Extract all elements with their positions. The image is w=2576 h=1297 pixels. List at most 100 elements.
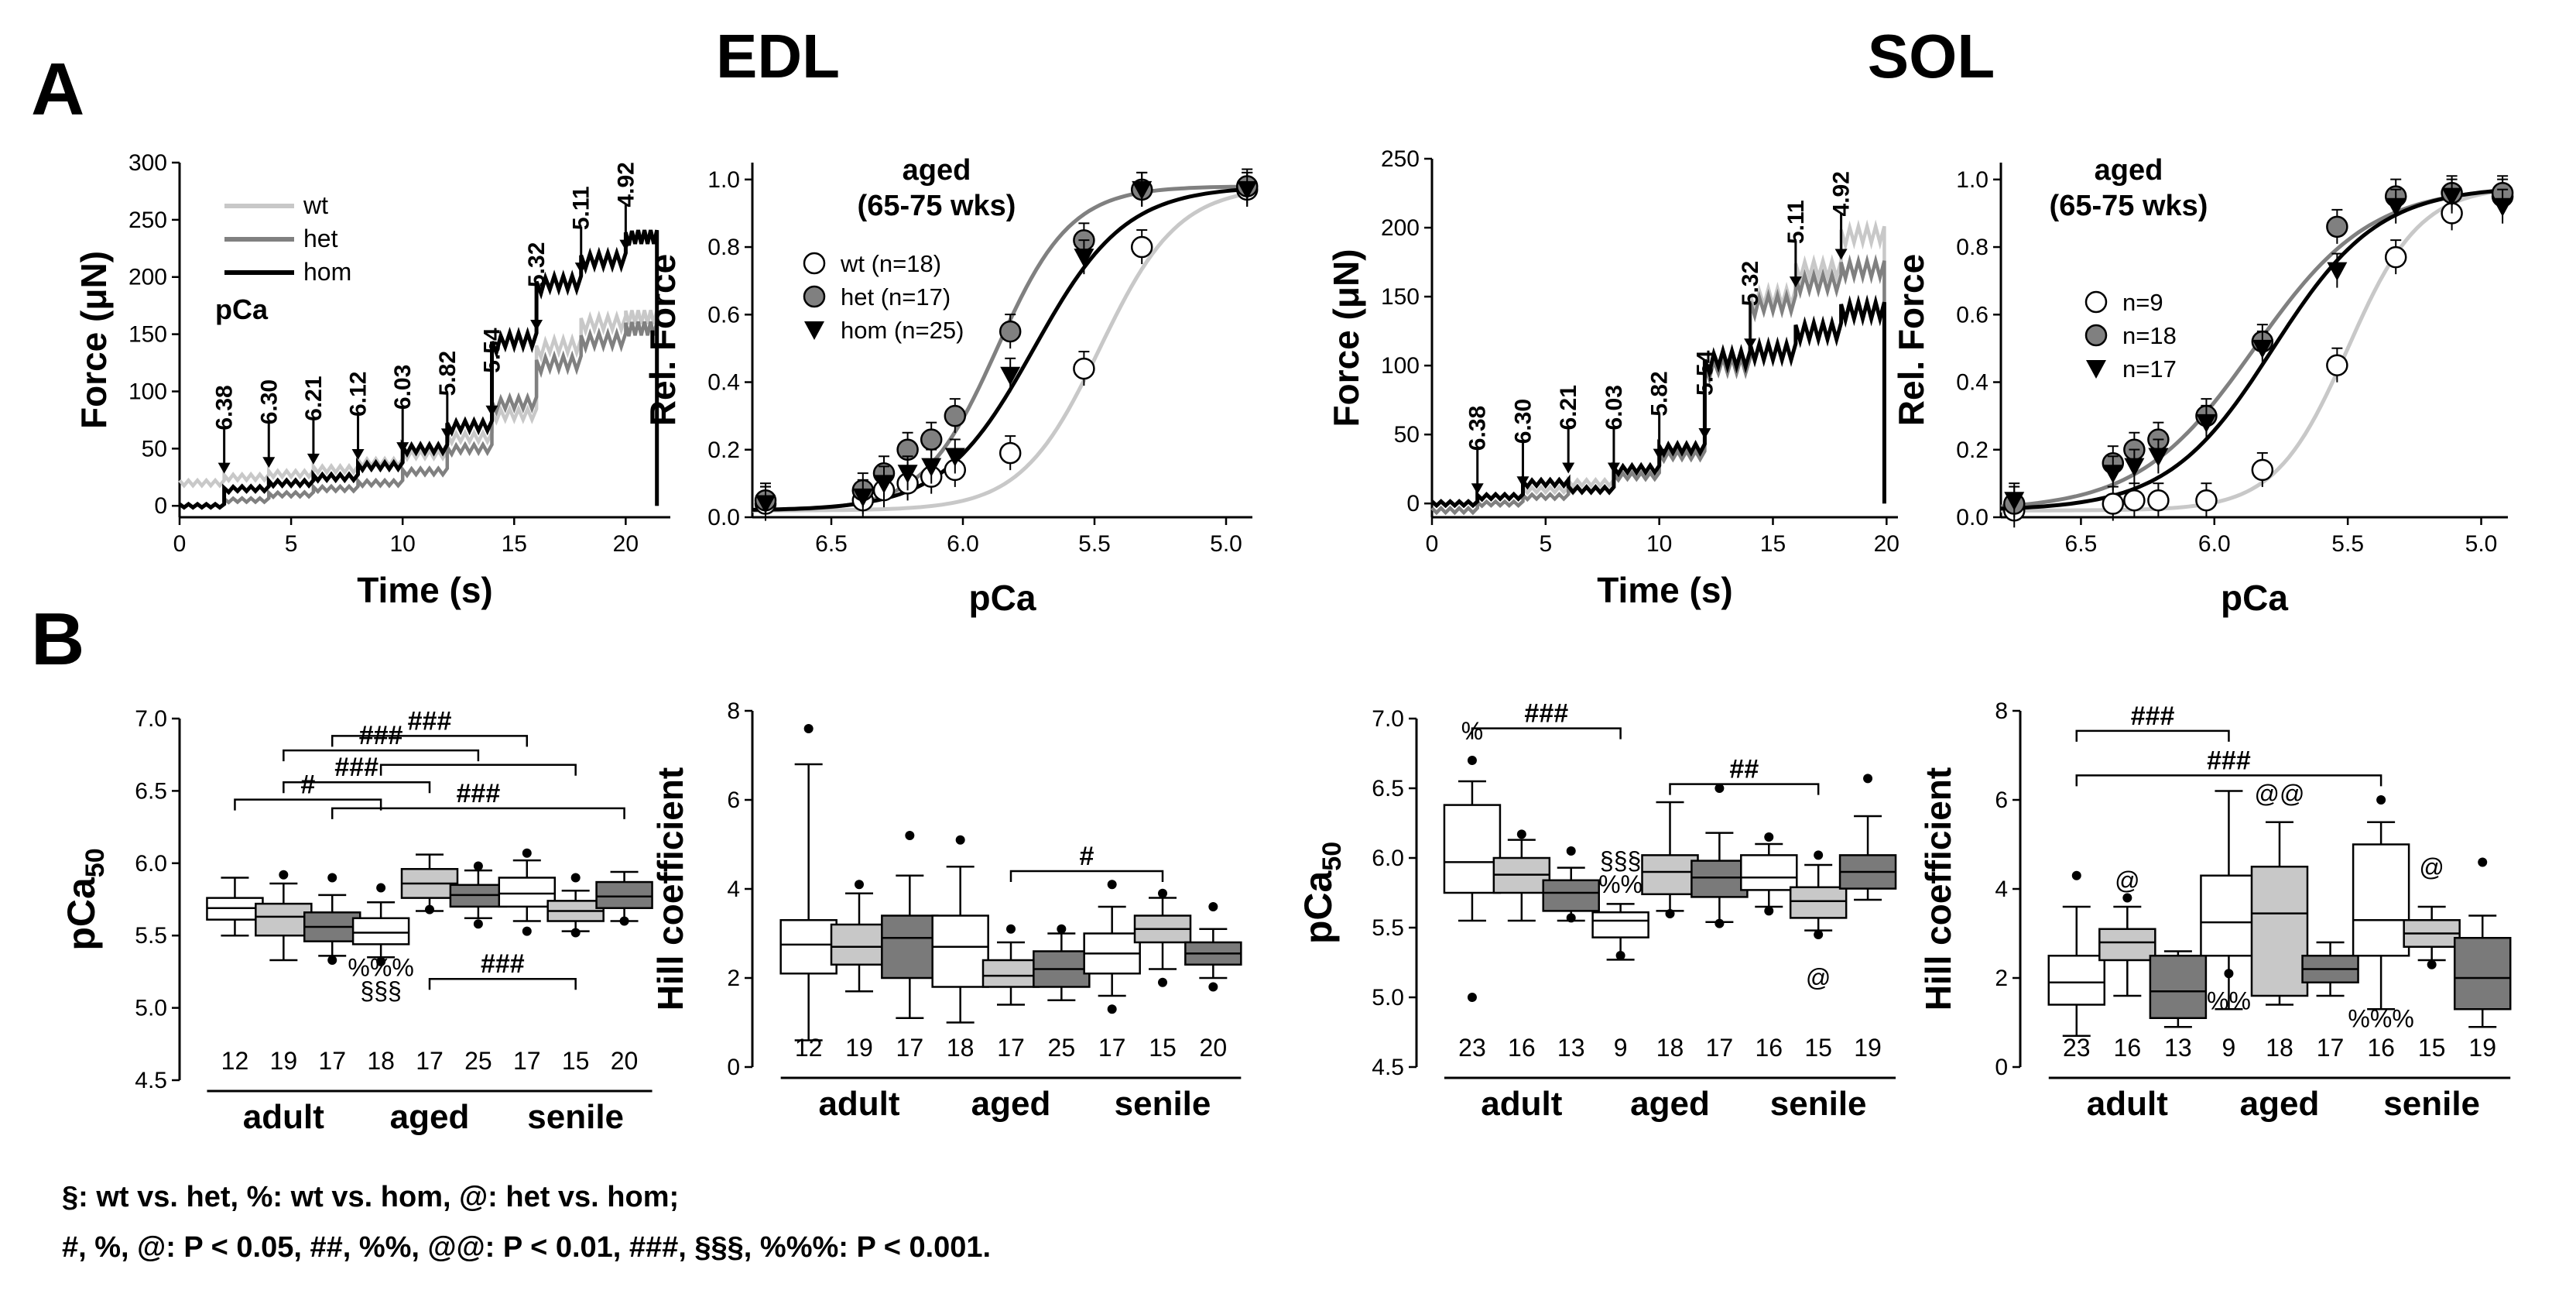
data-point (897, 465, 918, 484)
outlier-point (570, 873, 581, 883)
data-point (2123, 489, 2146, 512)
n-label: 9 (1614, 1034, 1628, 1062)
bracket-line (2075, 729, 2230, 742)
legend: wt het hom (224, 191, 351, 286)
data-point (852, 488, 873, 507)
box-wt (779, 724, 838, 1041)
data-point (2327, 262, 2348, 281)
outlier-point (376, 883, 386, 893)
fit-curve (752, 187, 1253, 512)
n-label: 16 (2114, 1034, 2142, 1062)
outlier-point (1764, 832, 1774, 842)
chart-sol_trace: 0 50 100 150 200 250 0 5 10 15 20 Time (s) Force (μN… (1326, 146, 1899, 610)
arrow-label: 6.38 (1465, 406, 1491, 451)
bracket-label: ### (1524, 699, 1568, 729)
arrow-label: 5.11 (1783, 200, 1809, 244)
box-body (981, 959, 1040, 988)
n-label: 17 (997, 1034, 1025, 1062)
box-het (2250, 821, 2309, 1006)
legend-marker (2084, 324, 2108, 347)
data-point (2386, 197, 2406, 217)
data-point (944, 448, 965, 467)
box-het (400, 853, 459, 914)
x-tick-label: 6.5 (2065, 531, 2098, 557)
x-tick-label: 20 (1874, 531, 1899, 557)
group-label-aged: aged (1630, 1085, 1710, 1123)
y-tick-label: 1.0 (707, 167, 740, 193)
y-tick-label: 150 (1381, 284, 1420, 310)
data-point (2492, 197, 2513, 217)
group-label-aged: aged (2240, 1085, 2320, 1123)
trace-het (178, 321, 659, 510)
x-tick-label: 5 (285, 531, 298, 557)
arrow-label: 6.12 (346, 372, 372, 417)
pca-arrow: 4.92 (1829, 171, 1855, 260)
box-het (2403, 905, 2461, 969)
y-axis-label: Force (μN) (74, 251, 114, 429)
group-label-aged: aged (390, 1098, 470, 1136)
bracket-line (379, 763, 577, 776)
x-tick-label: 20 (613, 531, 639, 557)
n-label: 23 (1458, 1034, 1486, 1062)
n-label: 20 (1200, 1034, 1228, 1062)
arrow-head (1653, 448, 1666, 460)
x-tick-label: 5.5 (2331, 531, 2364, 557)
bracket-line (331, 807, 625, 819)
box-wt (351, 883, 410, 966)
arrow-head (262, 457, 276, 468)
significance-bracket: ### (283, 721, 480, 762)
box-body (1690, 860, 1749, 898)
legend-label: wt (n=18) (840, 250, 941, 277)
n-label: 20 (611, 1047, 639, 1075)
box-hom (1184, 902, 1242, 992)
bracket-label: ### (334, 753, 379, 782)
annotation-line-2: (65-75 wks) (858, 190, 1016, 222)
pca-arrow: 5.11 (569, 186, 594, 274)
box-annotation: % (1461, 717, 1483, 745)
panel-label-a: A (31, 48, 84, 131)
data-point (921, 458, 942, 477)
group-label-aged: aged (971, 1085, 1051, 1123)
outlier-point (1863, 774, 1873, 784)
box-het (546, 873, 605, 938)
data-point (2196, 413, 2217, 433)
group-label-senile: senile (2383, 1085, 2480, 1123)
arrow-head (574, 262, 587, 274)
box-body (1641, 854, 1699, 896)
significance-bracket: ### (428, 949, 577, 990)
data-point (1000, 366, 1021, 386)
n-label: 18 (367, 1047, 395, 1075)
outlier-point (2478, 857, 2488, 867)
data-point (999, 320, 1022, 343)
group-label-adult: adult (818, 1085, 899, 1123)
y-tick-label: 0.4 (707, 370, 740, 396)
y-tick-label: 0 (1406, 491, 1420, 516)
data-point (1130, 235, 1153, 259)
n-label: 17 (2317, 1034, 2345, 1062)
outlier-point (376, 956, 386, 966)
x-tick-label: 0 (173, 531, 187, 557)
outlier-point (1006, 924, 1016, 934)
footer-legend-line-2: #, %, @: P < 0.05, ##, %%, @@: P < 0.01,… (62, 1231, 992, 1264)
n-label: 15 (1804, 1034, 1832, 1062)
outlier-point (279, 870, 289, 880)
outlier-point (1814, 850, 1824, 860)
n-label: 16 (1508, 1034, 1536, 1062)
arrow-head (440, 428, 454, 440)
y-tick-label: 100 (1381, 353, 1420, 379)
data-point (2441, 187, 2462, 207)
box-hom (595, 870, 653, 926)
significance-bracket (379, 763, 577, 776)
n-label: 13 (2164, 1034, 2192, 1062)
box-hom (2301, 941, 2359, 997)
y-tick-label: 7.0 (135, 706, 167, 732)
outlier-point (327, 873, 337, 883)
y-tick-label: 6.5 (135, 778, 167, 804)
arrow-head (307, 453, 320, 465)
legend-marker (2084, 290, 2108, 314)
arrow-head (1516, 476, 1530, 488)
outlier-point (522, 926, 532, 936)
outlier-point (1208, 982, 1218, 992)
